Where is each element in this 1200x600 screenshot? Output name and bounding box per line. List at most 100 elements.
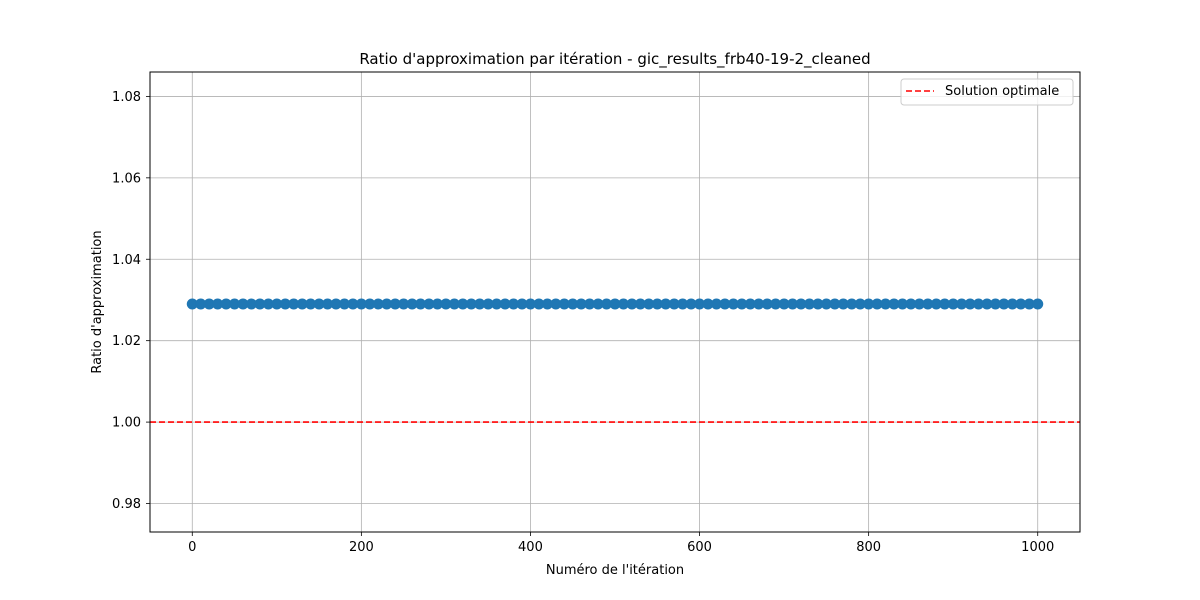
data-point <box>245 298 257 310</box>
data-point <box>406 298 418 310</box>
x-tick-label: 200 <box>349 540 374 555</box>
data-point <box>1015 298 1027 310</box>
data-point <box>431 298 443 310</box>
data-point <box>186 298 198 310</box>
data-point <box>710 298 722 310</box>
data-point <box>829 298 841 310</box>
data-point <box>727 298 739 310</box>
data-point <box>465 298 477 310</box>
data-series <box>186 298 1044 310</box>
data-point <box>288 298 300 310</box>
data-point <box>634 298 646 310</box>
y-tick-label: 0.98 <box>112 497 141 512</box>
data-point <box>1006 298 1018 310</box>
data-point <box>398 298 410 310</box>
data-point <box>195 298 207 310</box>
x-tick-label: 400 <box>518 540 543 555</box>
plot-frame <box>149 71 1081 533</box>
data-point <box>617 298 629 310</box>
data-point <box>601 298 613 310</box>
data-point <box>558 298 570 310</box>
data-point <box>474 298 486 310</box>
data-point <box>575 298 587 310</box>
data-point <box>364 298 376 310</box>
data-point <box>237 298 249 310</box>
data-point <box>778 298 790 310</box>
data-point <box>381 298 393 310</box>
data-point <box>989 298 1001 310</box>
y-tick-label: 1.00 <box>112 416 141 431</box>
data-point <box>947 298 959 310</box>
data-point <box>787 298 799 310</box>
data-point <box>668 298 680 310</box>
data-point <box>854 298 866 310</box>
chart-title: Ratio d'approximation par itération - gi… <box>359 50 870 69</box>
data-point <box>499 298 511 310</box>
data-point <box>964 298 976 310</box>
data-point <box>372 298 384 310</box>
data-point <box>939 298 951 310</box>
data-point <box>279 298 291 310</box>
data-point <box>482 298 494 310</box>
data-point <box>795 298 807 310</box>
data-point <box>651 298 663 310</box>
legend: Solution optimale <box>900 78 1074 106</box>
data-point <box>212 298 224 310</box>
data-point <box>736 298 748 310</box>
x-tick-label: 1000 <box>1021 540 1054 555</box>
x-tick-label: 0 <box>188 540 196 555</box>
data-point <box>338 298 350 310</box>
data-point <box>313 298 325 310</box>
data-point <box>896 298 908 310</box>
data-point <box>448 298 460 310</box>
data-point <box>1023 298 1035 310</box>
data-point <box>677 298 689 310</box>
data-point <box>440 298 452 310</box>
data-point <box>567 298 579 310</box>
data-point <box>533 298 545 310</box>
data-point <box>837 298 849 310</box>
data-point <box>820 298 832 310</box>
y-tick-label: 1.02 <box>112 334 141 349</box>
data-point <box>423 298 435 310</box>
data-point <box>905 298 917 310</box>
data-point <box>803 298 815 310</box>
data-point <box>973 298 985 310</box>
y-axis-ticks: 0.98 1.00 1.02 1.04 1.06 1.08 <box>112 90 150 512</box>
data-point <box>922 298 934 310</box>
data-point <box>415 298 427 310</box>
x-tick-label: 800 <box>856 540 881 555</box>
data-point <box>322 298 334 310</box>
data-point <box>296 298 308 310</box>
data-point <box>981 298 993 310</box>
x-tick-label: 600 <box>687 540 712 555</box>
data-point <box>491 298 503 310</box>
data-point <box>220 298 232 310</box>
data-point <box>998 298 1010 310</box>
data-point <box>956 298 968 310</box>
data-point <box>812 298 824 310</box>
y-axis-label: Ratio d'approximation <box>90 230 105 373</box>
data-point <box>761 298 773 310</box>
data-point <box>643 298 655 310</box>
data-point <box>592 298 604 310</box>
data-point <box>880 298 892 310</box>
data-point <box>753 298 765 310</box>
data-point <box>913 298 925 310</box>
data-point <box>524 298 536 310</box>
data-point <box>347 298 359 310</box>
data-point <box>685 298 697 310</box>
data-point <box>846 298 858 310</box>
data-point <box>262 298 274 310</box>
data-point <box>541 298 553 310</box>
legend-label-optimal-solution: Solution optimale <box>945 84 1059 99</box>
legend-box <box>900 78 1074 106</box>
y-tick-label: 1.04 <box>112 253 141 268</box>
data-point <box>694 298 706 310</box>
data-point <box>609 298 621 310</box>
data-point <box>1032 298 1044 310</box>
data-point <box>888 298 900 310</box>
data-point <box>305 298 317 310</box>
